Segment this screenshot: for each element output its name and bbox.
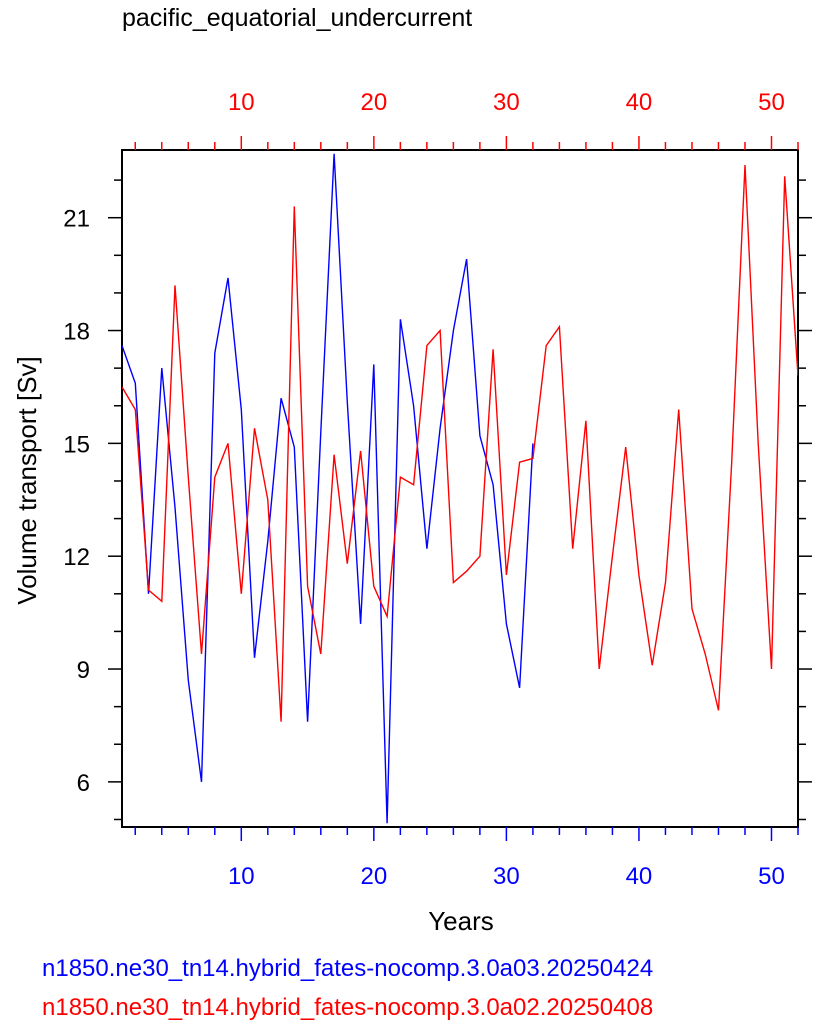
chart-title: pacific_equatorial_undercurrent — [122, 4, 473, 32]
axes: 10 10 20 20 30 30 40 40 50 50 6 9 12 15 18 21 Years Volum… — [12, 89, 812, 936]
x-tick-label-bottom: 10 — [228, 863, 255, 890]
legend-series-1: n1850.ne30_tn14.hybrid_fates-nocomp.3.0a… — [42, 955, 654, 982]
series-lines — [122, 153, 798, 824]
x-tick-label-top: 20 — [360, 89, 387, 116]
y-tick-label: 9 — [77, 657, 90, 684]
y-tick-label: 15 — [63, 431, 90, 458]
y-tick-label: 18 — [63, 319, 90, 346]
x-tick-label-bottom: 50 — [758, 863, 785, 890]
x-tick-label-bottom: 20 — [360, 863, 387, 890]
y-tick-label: 21 — [63, 206, 90, 233]
legend-series-2: n1850.ne30_tn14.hybrid_fates-nocomp.3.0a… — [42, 994, 654, 1021]
y-axis-label: Volume transport [Sv] — [12, 356, 42, 605]
series-line-2 — [122, 164, 798, 722]
x-tick-label-top: 40 — [626, 89, 653, 116]
x-tick-label-top: 10 — [228, 89, 255, 116]
x-tick-label-bottom: 30 — [493, 863, 520, 890]
x-tick-label-top: 30 — [493, 89, 520, 116]
y-tick-label: 12 — [63, 544, 90, 571]
series-line-1 — [122, 153, 534, 824]
plot-frame — [121, 149, 799, 828]
x-tick-label-top: 50 — [758, 89, 785, 116]
y-tick-label: 6 — [77, 770, 90, 797]
x-axis-label: Years — [428, 906, 494, 936]
x-tick-label-bottom: 40 — [626, 863, 653, 890]
